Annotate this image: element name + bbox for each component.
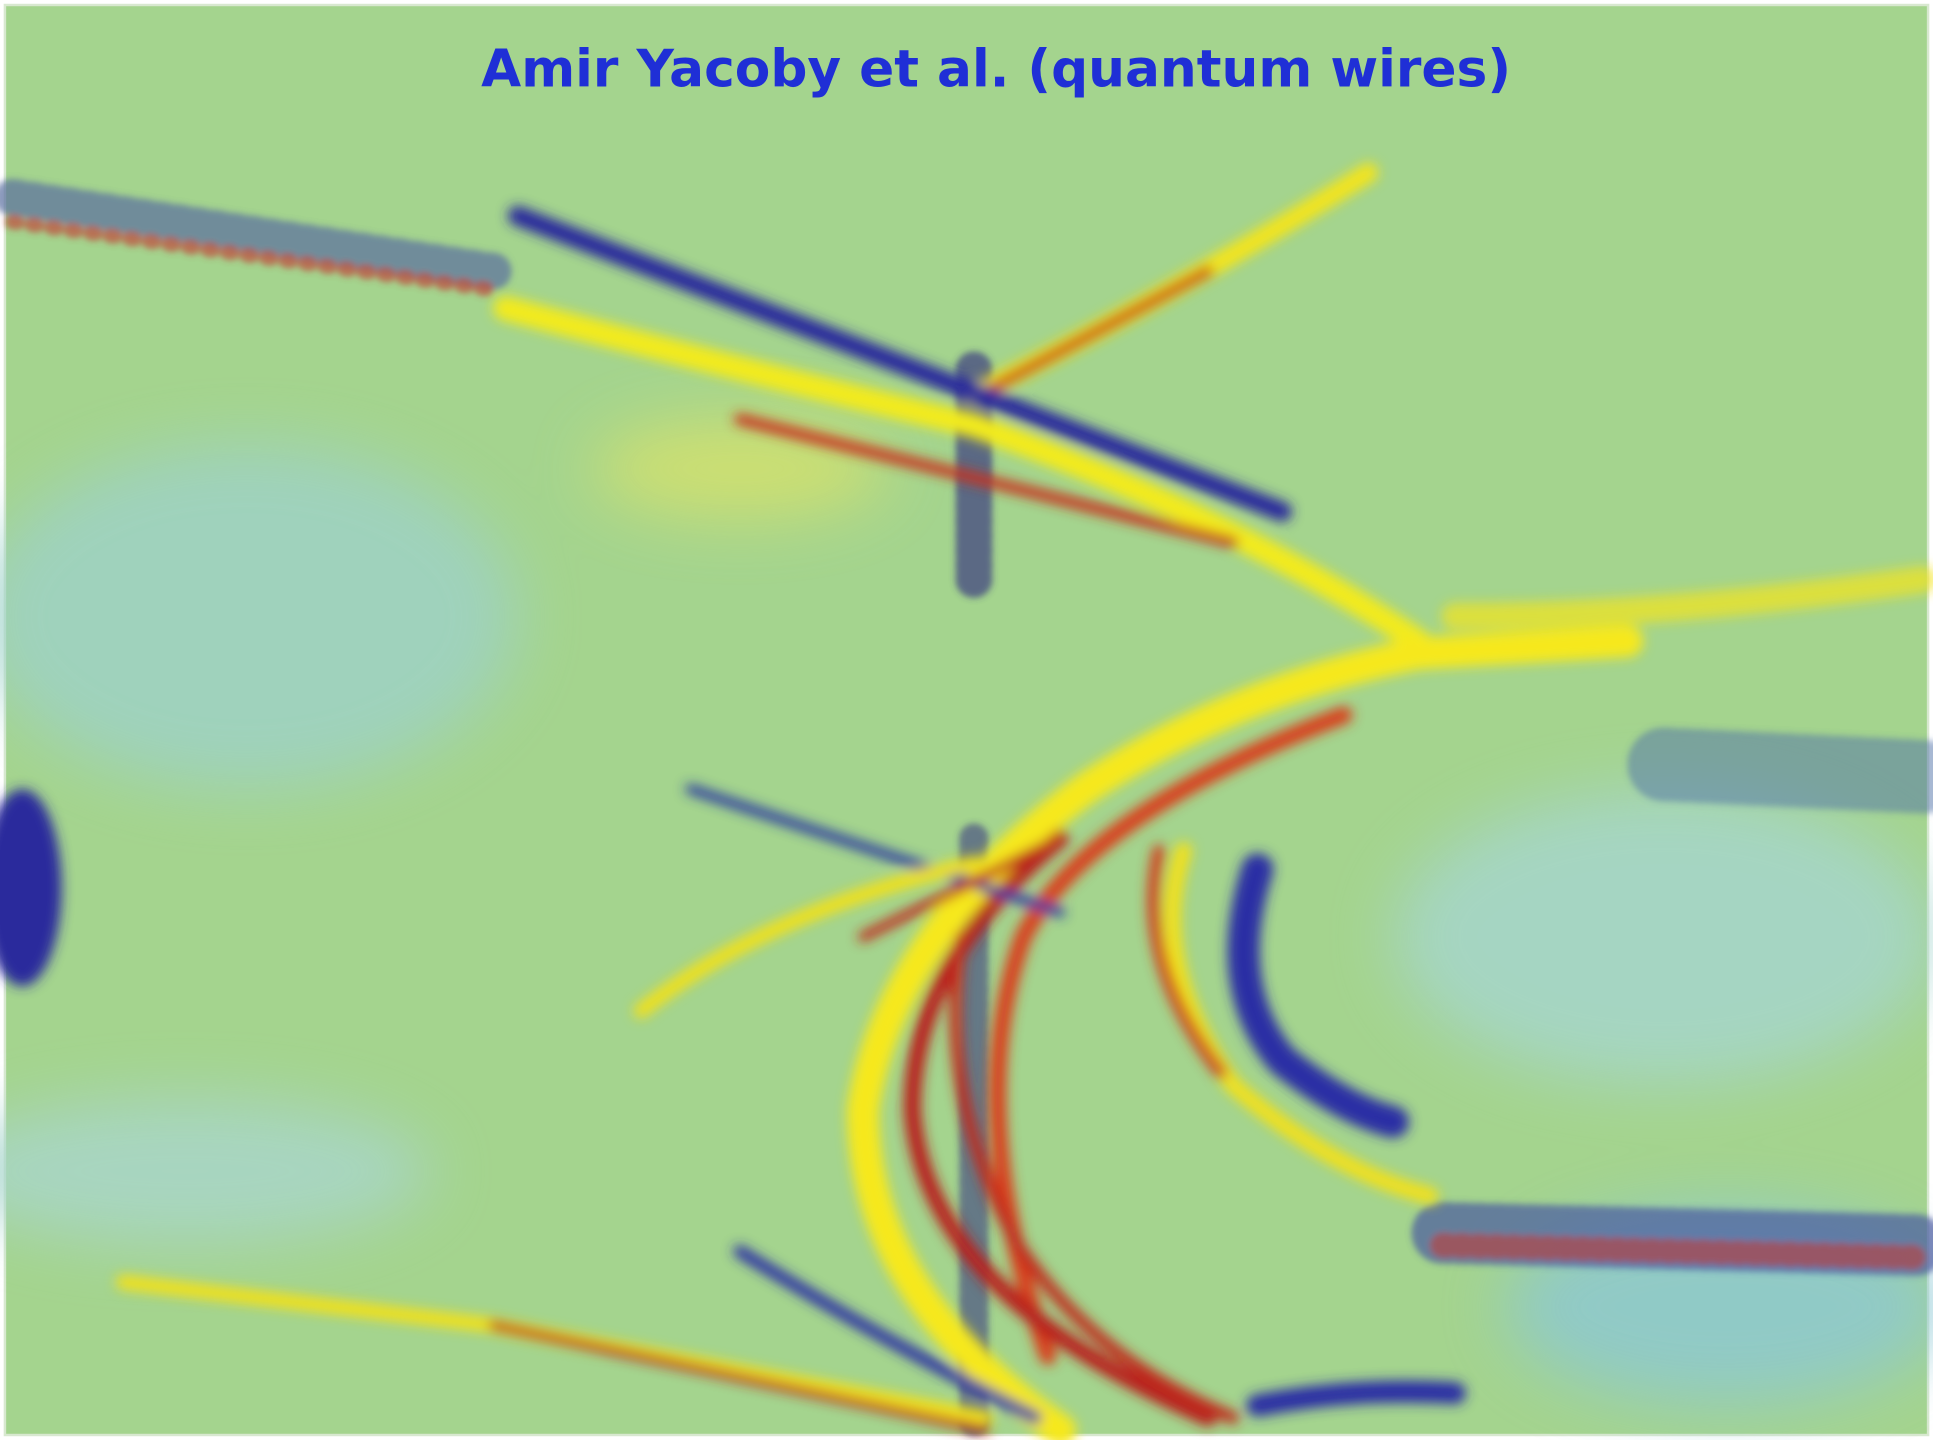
slide-title: Amir Yacoby et al. (quantum wires)	[481, 39, 1511, 99]
haze	[0, 419, 1933, 1406]
traces	[0, 162, 1933, 1440]
